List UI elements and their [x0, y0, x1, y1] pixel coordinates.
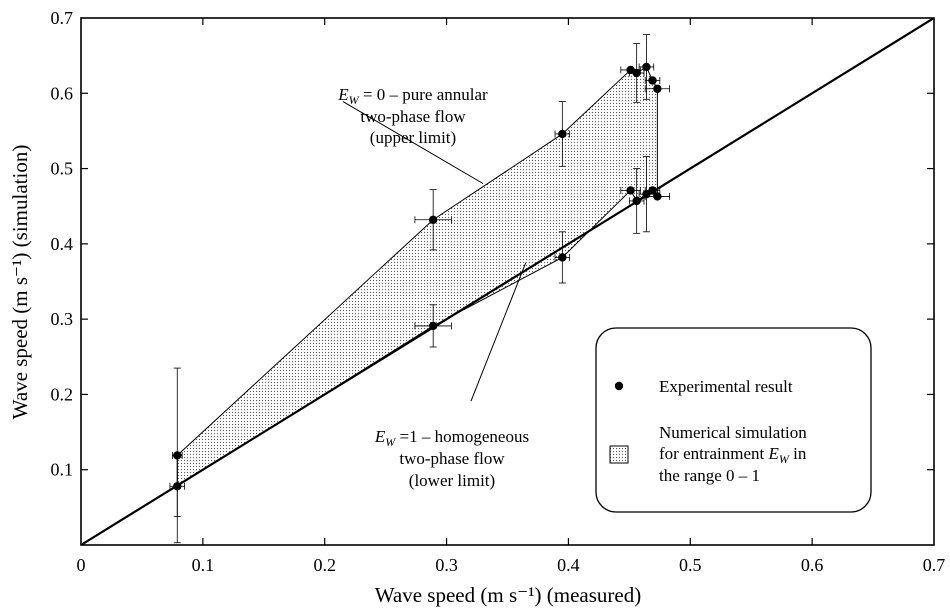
x-tick-label-3: 0.3 [435, 555, 458, 575]
data-point-7 [632, 68, 641, 78]
annotation-lower-line2: two-phase flow [399, 449, 505, 468]
data-point-5 [558, 253, 567, 262]
x-tick-label-7: 0.7 [923, 555, 946, 575]
y-tick-label-0: 0.1 [51, 460, 74, 480]
legend-box [595, 327, 872, 513]
annotation-upper-limit: EW = 0 – pure annular two-phase flow (up… [337, 85, 488, 185]
x-tick-label-1: 0.1 [192, 555, 215, 575]
y-axis-ticks: 0.1 0.2 0.3 0.4 0.5 0.6 0.7 [51, 8, 934, 480]
data-point-9 [648, 76, 657, 85]
y-tick-label-3: 0.4 [51, 234, 74, 254]
legend-item-experimental: Experimental result [659, 377, 793, 396]
data-point-11 [626, 186, 635, 195]
x-tick-label-4: 0.4 [557, 555, 580, 575]
data-point-2 [428, 215, 438, 224]
data-point-0 [173, 451, 182, 460]
legend: Experimental result Numerical simulation… [595, 327, 872, 513]
annotation-lower-line1: EW =1 – homogeneous [374, 427, 529, 449]
y-tick-label-2: 0.3 [51, 309, 74, 329]
legend-marker-experimental [614, 381, 624, 391]
x-tick-label-5: 0.5 [679, 555, 702, 575]
data-point-12 [632, 196, 641, 206]
identity-line [81, 18, 934, 545]
x-axis-ticks: 0 0.1 0.2 0.3 0.4 0.5 0.6 0.7 [77, 18, 946, 575]
legend-item-simulation-line2: for entrainment EW in [659, 444, 807, 466]
legend-item-simulation-line3: the range 0 – 1 [659, 466, 760, 485]
experimental-points [173, 62, 662, 491]
annotation-lower-limit: EW =1 – homogeneous two-phase flow (lowe… [374, 262, 529, 490]
annotation-upper-line1: EW = 0 – pure annular [337, 85, 488, 107]
annotation-lower-pointer [470, 262, 527, 402]
y-tick-label-5: 0.6 [51, 83, 74, 103]
annotation-upper-line2: two-phase flow [360, 107, 466, 126]
data-point-3 [428, 321, 438, 331]
y-tick-label-6: 0.7 [51, 8, 74, 28]
reference-line [81, 18, 934, 545]
annotation-upper-pointer [342, 101, 484, 185]
legend-swatch-simulation [609, 445, 629, 464]
data-point-14 [648, 186, 657, 195]
x-tick-label-2: 0.2 [313, 555, 336, 575]
x-axis-label: Wave speed (m s⁻¹) (measured) [375, 583, 641, 607]
x-tick-label-0: 0 [77, 555, 86, 575]
data-point-15 [653, 192, 662, 201]
annotation-upper-line3: (upper limit) [370, 128, 456, 147]
data-point-13 [642, 189, 651, 199]
data-point-10 [653, 84, 662, 93]
legend-item-simulation-line1: Numerical simulation [659, 423, 807, 442]
x-tick-label-6: 0.6 [801, 555, 824, 575]
y-axis-label: Wave speed (m s⁻¹) (simulation) [8, 145, 32, 420]
y-tick-label-4: 0.5 [51, 159, 74, 179]
data-point-8 [642, 62, 651, 72]
annotation-lower-line3: (lower limit) [409, 471, 495, 490]
y-tick-label-1: 0.2 [51, 384, 74, 404]
data-point-4 [558, 129, 567, 139]
plot-frame [80, 17, 935, 546]
data-point-1 [173, 482, 182, 491]
